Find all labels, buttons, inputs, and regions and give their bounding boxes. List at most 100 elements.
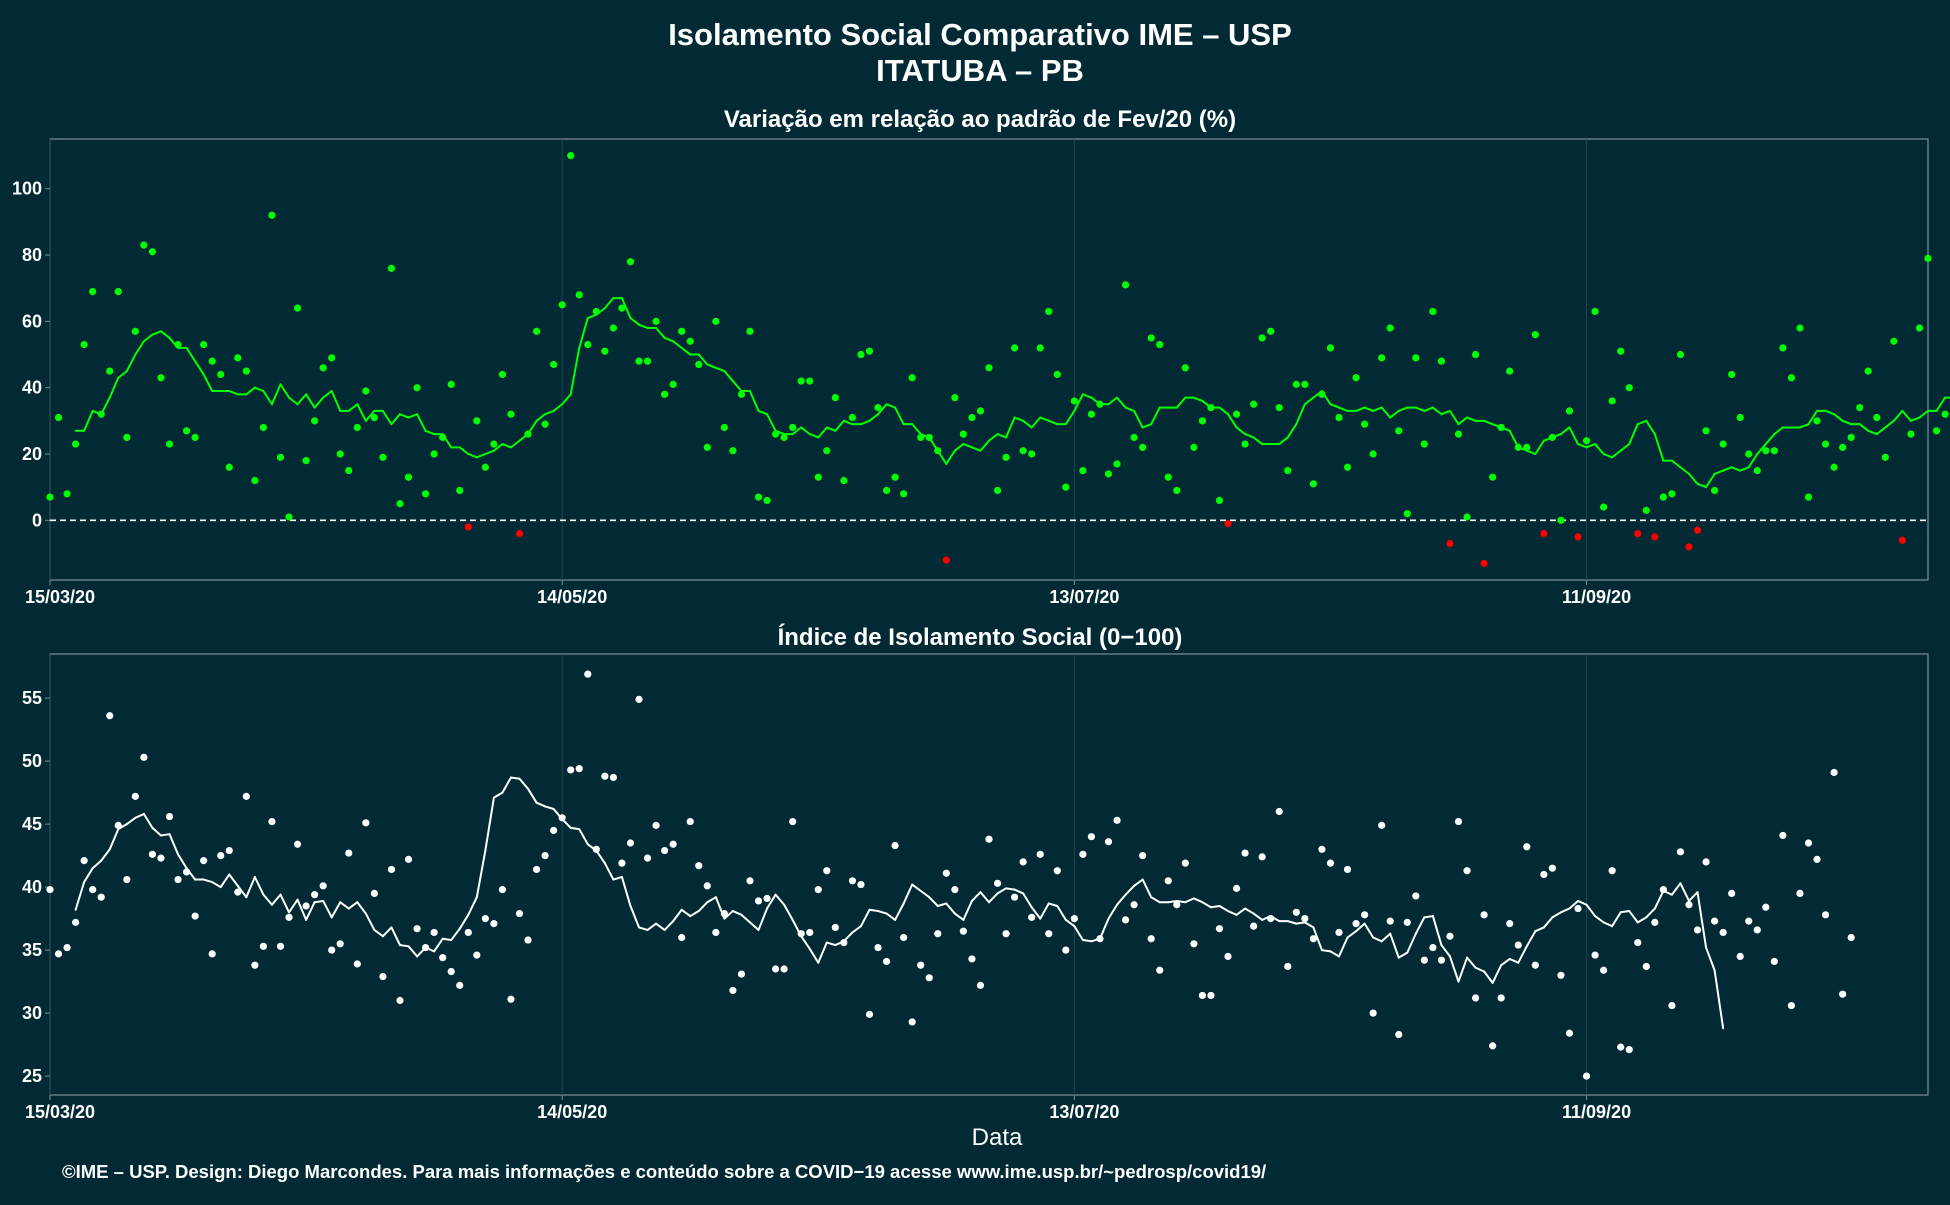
data-point (319, 364, 327, 372)
rolling-average-segment (236, 884, 248, 899)
data-point (524, 430, 532, 438)
rolling-average-segment (1602, 453, 1614, 459)
rolling-average-segment (1047, 902, 1059, 907)
rolling-average-segment (1568, 899, 1580, 910)
data-point (1676, 350, 1685, 359)
rolling-average-segment (1389, 409, 1400, 419)
data-point (1736, 952, 1744, 961)
rolling-average-segment (1278, 436, 1289, 446)
data-point (165, 440, 174, 448)
data-point (498, 370, 507, 379)
data-point (1480, 911, 1488, 919)
data-point (1898, 536, 1906, 544)
rolling-average-segment (262, 390, 273, 406)
data-point (737, 390, 746, 398)
rolling-average-segment (561, 393, 572, 406)
data-point (1292, 908, 1300, 916)
data-point (464, 523, 472, 531)
rolling-average-segment (74, 881, 86, 911)
rolling-average-segment (1653, 889, 1665, 910)
data-point (643, 357, 652, 365)
data-point (1847, 933, 1855, 942)
data-point (97, 410, 105, 418)
rolling-average-segment (979, 439, 990, 452)
rolling-average-segment (945, 449, 956, 465)
data-point (729, 447, 737, 455)
rolling-average-segment (91, 859, 103, 870)
rolling-average-segment (219, 873, 231, 889)
data-point (1258, 334, 1266, 342)
data-point (661, 390, 669, 398)
data-point (1139, 852, 1147, 860)
rolling-average-segment (1687, 472, 1699, 485)
rolling-average-segment (1670, 882, 1682, 896)
rolling-average-segment (1594, 443, 1605, 455)
data-point (123, 875, 131, 884)
data-point (1232, 410, 1241, 418)
data-point (1634, 529, 1642, 538)
data-point (1710, 486, 1719, 495)
data-point (917, 961, 925, 969)
rolling-average-segment (1244, 433, 1255, 439)
data-point (225, 846, 233, 855)
data-point (413, 384, 421, 392)
data-point (840, 938, 848, 947)
data-point (1275, 403, 1283, 412)
x-axis-label: Data (972, 1124, 1023, 1151)
data-point (353, 960, 361, 968)
data-point (1804, 839, 1813, 847)
rolling-average-segment (885, 912, 897, 921)
rolling-average-segment (663, 336, 675, 343)
data-point (1130, 433, 1138, 442)
data-point (1386, 324, 1394, 332)
data-point (268, 211, 276, 219)
data-point (447, 380, 455, 388)
data-point (626, 839, 635, 847)
rolling-average-segment (467, 896, 478, 916)
data-point (1369, 450, 1377, 458)
rolling-average-segment (373, 928, 384, 938)
rolling-average-segment (1884, 419, 1895, 429)
rolling-average-segment (859, 908, 871, 928)
panel-variation: 15/03/20 14/05/20 13/07/20 11/09/20 0 20 40 60 8… (12, 138, 1950, 607)
data-point (1779, 831, 1787, 840)
rolling-average-segment (1448, 955, 1460, 983)
data-point (1591, 951, 1599, 959)
rolling-average-segment (800, 935, 811, 950)
rolling-average-segment (1466, 416, 1477, 422)
y-tick-label: 20 (22, 444, 42, 464)
data-point (1454, 430, 1463, 438)
rolling-average-segment (1252, 436, 1264, 446)
rolling-average-segment (859, 419, 871, 426)
data-point (934, 930, 942, 938)
data-point (498, 886, 507, 894)
data-point (1839, 443, 1847, 451)
rolling-average-segment (125, 353, 137, 373)
rolling-average-segment (134, 340, 145, 356)
data-point (951, 886, 959, 894)
data-point (1591, 307, 1599, 316)
data-point (234, 888, 242, 896)
rolling-average-segment (1030, 906, 1042, 920)
data-point (908, 1018, 916, 1026)
data-point (592, 307, 600, 316)
rolling-average-segment (356, 901, 367, 915)
rolling-average-segment (1645, 907, 1656, 919)
rolling-average-segment (1431, 915, 1443, 947)
data-point (848, 413, 857, 422)
rolling-average-segment (194, 360, 205, 376)
y-tick-label: 40 (22, 378, 42, 398)
data-point (123, 433, 131, 442)
data-point (515, 909, 524, 918)
rolling-average-segment (142, 813, 154, 829)
rolling-average-segment (1645, 419, 1656, 436)
rolling-average-segment (1389, 932, 1400, 959)
data-point (1779, 344, 1787, 352)
data-point (1890, 337, 1898, 345)
rolling-average-segment (655, 922, 666, 931)
data-point (1028, 913, 1036, 921)
data-point (567, 151, 575, 160)
data-point (328, 946, 336, 954)
rolling-average-segment (979, 891, 990, 904)
data-point (54, 950, 63, 958)
